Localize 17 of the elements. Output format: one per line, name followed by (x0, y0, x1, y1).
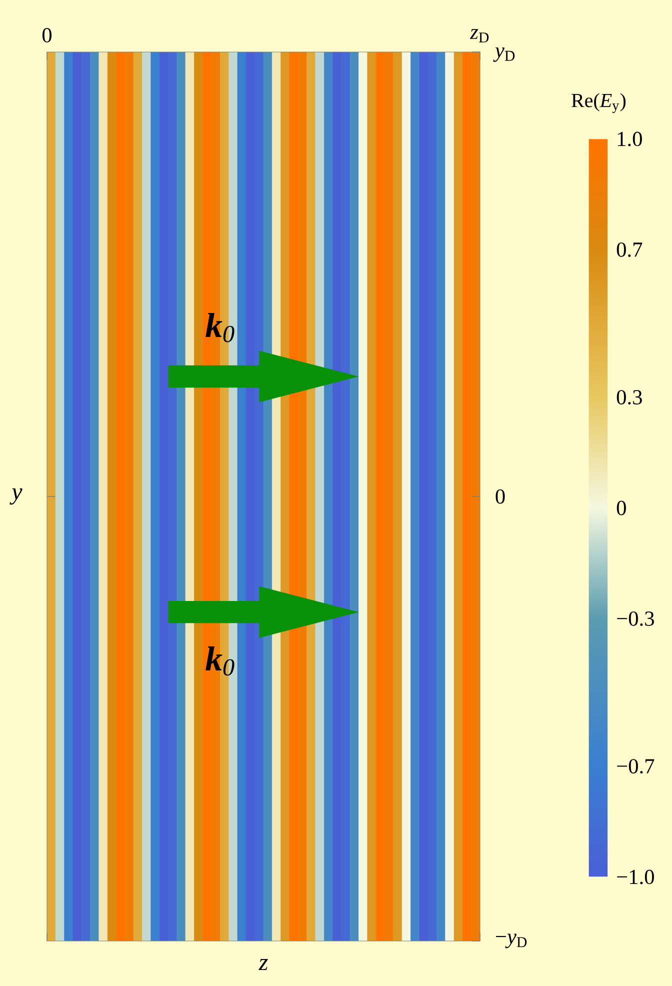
text: y$_{D}$ (493, 47, 515, 62)
color-bar-label: −1.0 (617, 870, 654, 884)
color-bar-label: 0.3 (616, 390, 642, 405)
annotation: k$_{0}$ (206, 646, 234, 676)
text: 0 (42, 28, 52, 42)
text: z$_{D}$ (470, 29, 489, 42)
color-bar-label: −0.7 (617, 759, 654, 774)
annotation: k$_{0}$ (206, 312, 234, 342)
y-axis-title: y (10, 488, 22, 505)
text: 0 (496, 489, 505, 504)
text: −y$_{D}$ (496, 934, 527, 948)
color-bar-label: 0.7 (616, 242, 642, 257)
color-bar-label: −0.3 (617, 611, 654, 626)
color-bar-label: 1.0 (618, 132, 642, 146)
color-bar-label: 0 (616, 500, 626, 516)
x-axis-title: z (258, 959, 268, 970)
color-bar-title: Re(E$_{y}$) (572, 93, 626, 113)
